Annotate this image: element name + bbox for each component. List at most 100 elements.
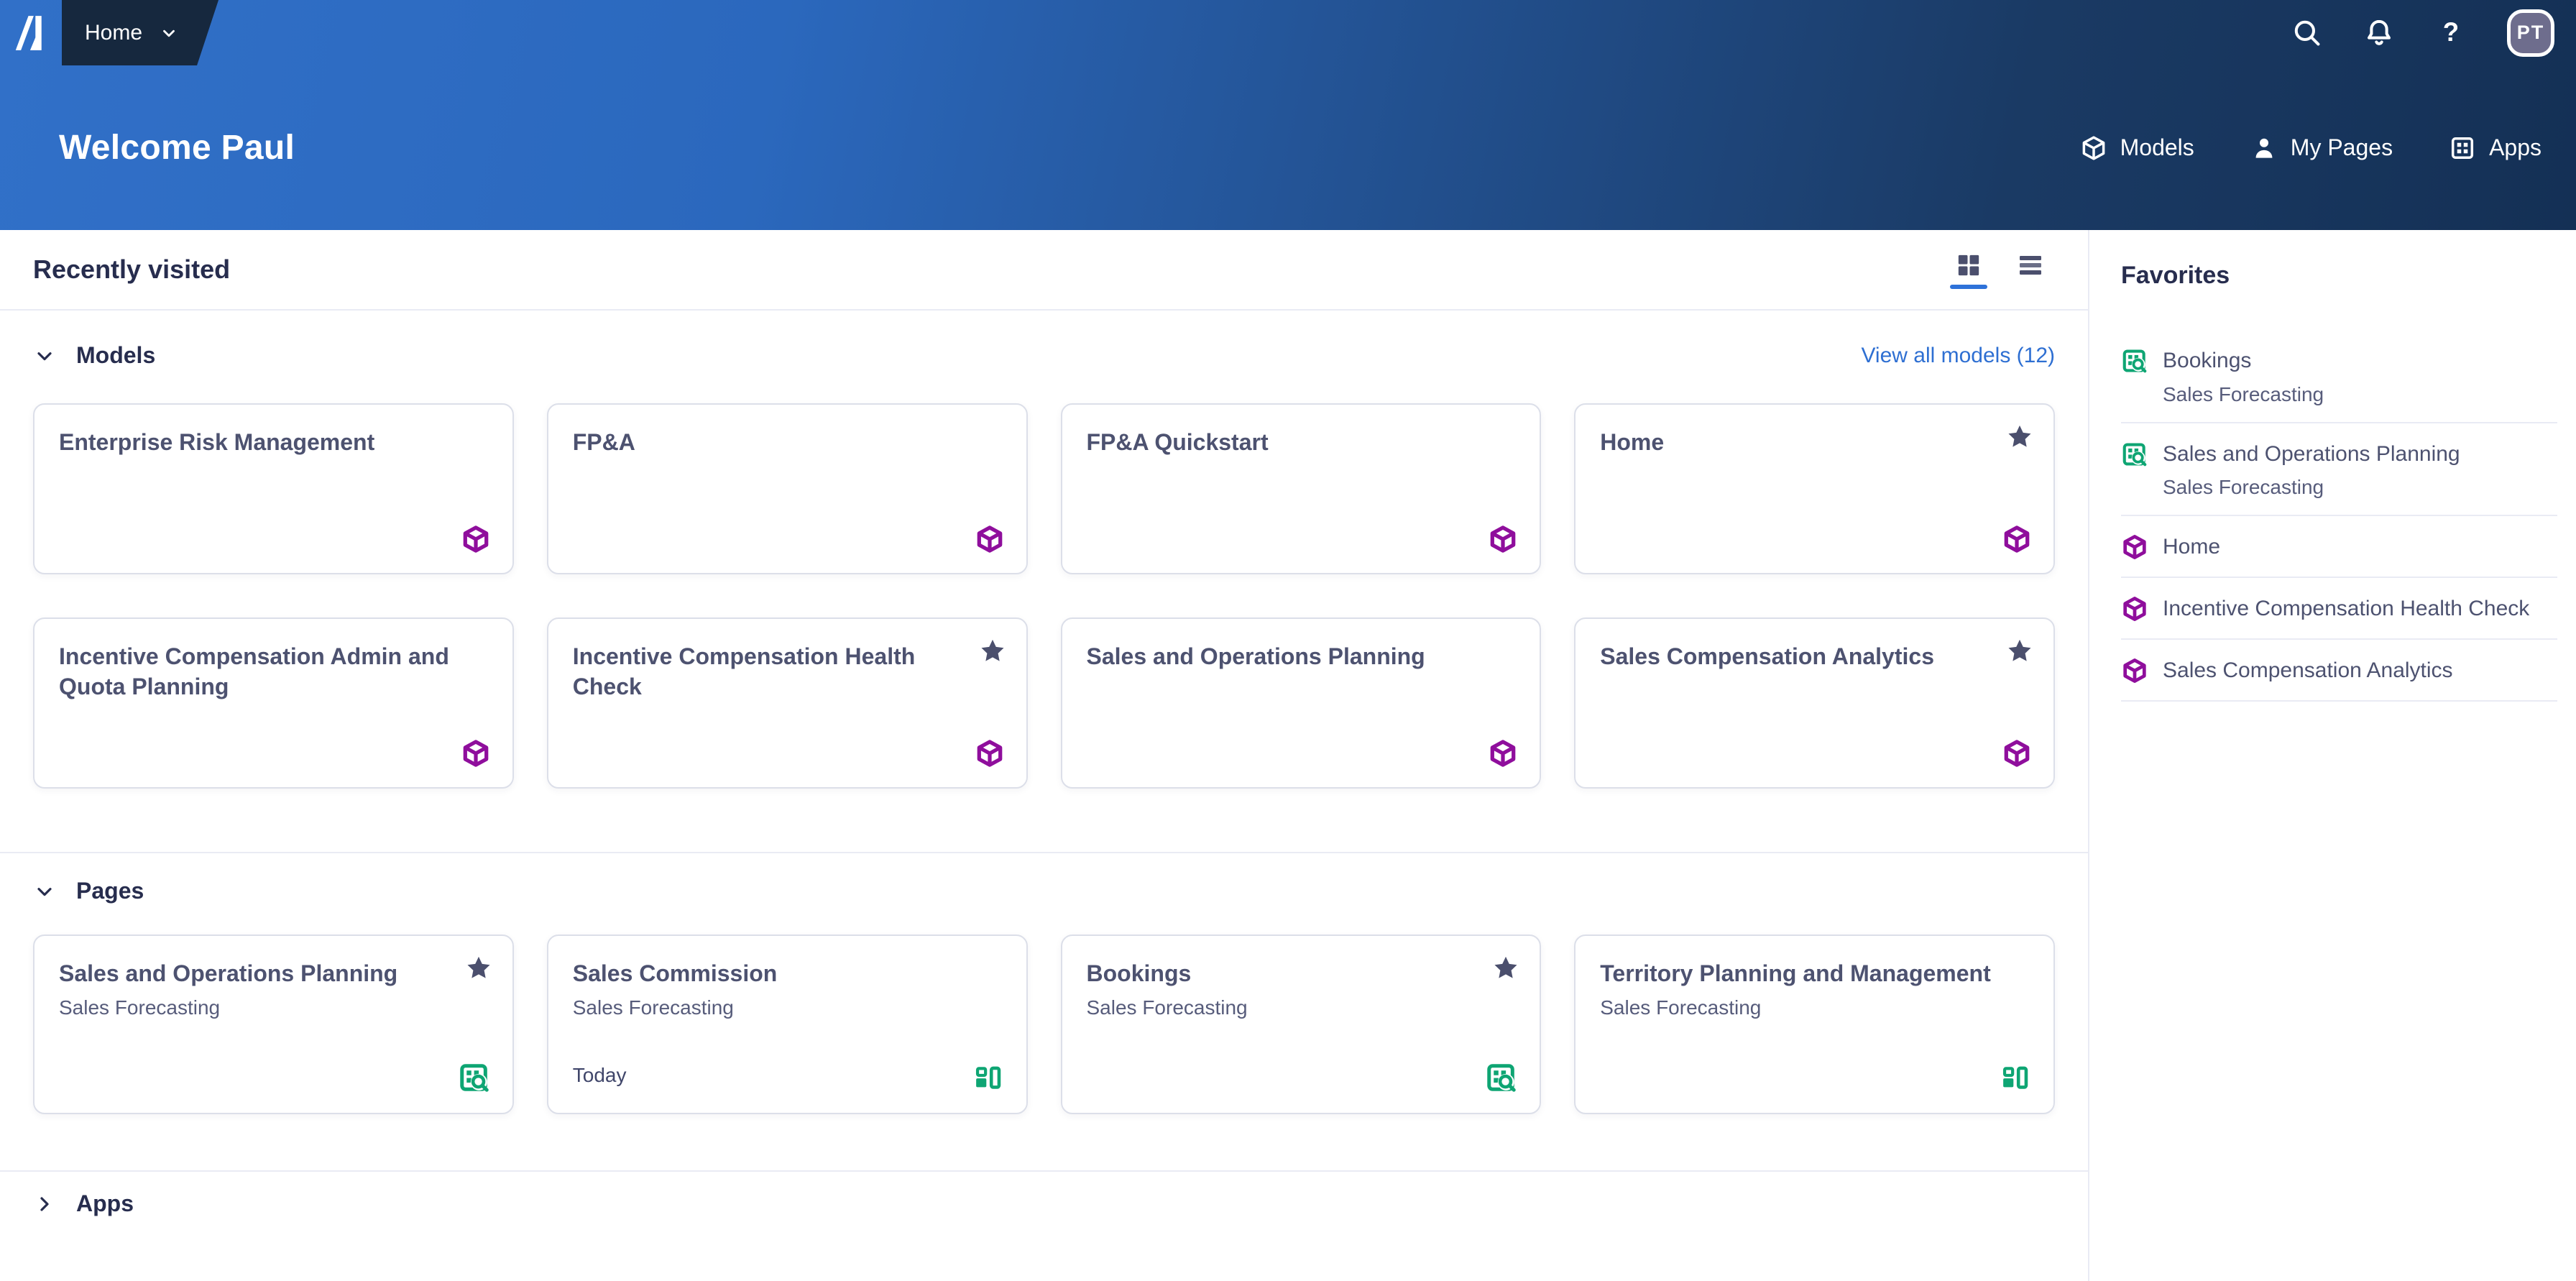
model-card-title: FP&A Quickstart bbox=[1086, 429, 1269, 455]
favorite-item-text: Sales Compensation Analytics bbox=[2163, 657, 2453, 684]
model-card-title: FP&A bbox=[572, 429, 635, 455]
section-divider bbox=[0, 1170, 2088, 1172]
topbar-actions: ? PT bbox=[2291, 9, 2576, 57]
user-avatar[interactable]: PT bbox=[2507, 9, 2554, 57]
expand-chevron-right-icon[interactable] bbox=[33, 1193, 56, 1216]
apps-section-header: Apps bbox=[33, 1190, 2055, 1217]
page-title: Welcome Paul bbox=[59, 129, 295, 167]
model-card[interactable]: FP&A bbox=[546, 403, 1028, 574]
page-card-title: Bookings bbox=[1086, 960, 1192, 986]
nav-item-apps[interactable]: Apps bbox=[2449, 134, 2542, 162]
view-toggles bbox=[1950, 251, 2055, 289]
help-icon[interactable]: ? bbox=[2435, 17, 2467, 49]
apps-section-title: Apps bbox=[76, 1190, 134, 1216]
model-card[interactable]: Enterprise Risk Management bbox=[33, 403, 514, 574]
models-section-title: Models bbox=[76, 342, 156, 368]
favorite-item-title: Incentive Compensation Health Check bbox=[2163, 597, 2530, 620]
page-card[interactable]: Bookings Sales Forecasting bbox=[1060, 935, 1542, 1114]
cube-icon bbox=[2080, 134, 2107, 162]
favorite-item-title: Sales and Operations Planning bbox=[2163, 441, 2460, 466]
favorite-star-icon[interactable] bbox=[465, 955, 492, 982]
workspace-tab-label: Home bbox=[85, 20, 143, 45]
model-card-title: Incentive Compensation Health Check bbox=[572, 643, 916, 699]
favorite-list-item[interactable]: Sales and Operations Planning Sales Forec… bbox=[2121, 423, 2557, 516]
report-search-icon bbox=[2121, 441, 2148, 500]
favorite-star-icon[interactable] bbox=[1492, 955, 1519, 982]
favorite-star-icon[interactable] bbox=[979, 638, 1006, 665]
favorite-item-title: Sales Compensation Analytics bbox=[2163, 658, 2453, 682]
model-cube-icon bbox=[2002, 524, 2032, 554]
section-divider bbox=[0, 852, 2088, 853]
recently-visited-title: Recently visited bbox=[33, 254, 231, 284]
favorite-list-item[interactable]: Sales Compensation Analytics bbox=[2121, 640, 2557, 702]
model-card-title: Sales and Operations Planning bbox=[1086, 643, 1425, 669]
welcome-banner: Welcome Paul Models My Pages Apps bbox=[0, 65, 2576, 230]
favorite-list-item[interactable]: Bookings Sales Forecasting bbox=[2121, 330, 2557, 423]
page-card[interactable]: Sales Commission Sales Forecasting Today bbox=[546, 935, 1028, 1114]
report-search-icon bbox=[1485, 1061, 1518, 1094]
page-card-last-visited: Today bbox=[572, 1064, 627, 1086]
model-card-title: Enterprise Risk Management bbox=[59, 429, 375, 455]
search-icon[interactable] bbox=[2291, 17, 2323, 49]
pages-section-title: Pages bbox=[76, 878, 144, 904]
nav-item-models[interactable]: Models bbox=[2080, 134, 2194, 162]
notifications-bell-icon[interactable] bbox=[2363, 17, 2395, 49]
favorite-item-text: Incentive Compensation Health Check bbox=[2163, 595, 2529, 623]
model-cube-icon bbox=[975, 524, 1005, 554]
favorites-title: Favorites bbox=[2121, 262, 2230, 289]
model-card-title: Home bbox=[1600, 429, 1665, 455]
page-card-app-name: Sales Forecasting bbox=[572, 996, 734, 1019]
pages-grid: Sales and Operations Planning Sales Forec… bbox=[33, 935, 2055, 1114]
page-card-title: Sales Commission bbox=[572, 960, 778, 986]
active-toggle-underline bbox=[1950, 284, 1987, 289]
content: Recently visited Models bbox=[0, 230, 2576, 1281]
model-card[interactable]: Incentive Compensation Health Check bbox=[546, 617, 1028, 789]
model-cube-icon bbox=[2121, 595, 2148, 623]
model-cube-icon bbox=[2121, 657, 2148, 684]
model-card[interactable]: Sales Compensation Analytics bbox=[1574, 617, 2055, 789]
board-icon bbox=[972, 1061, 1005, 1094]
page-card[interactable]: Territory Planning and Management Sales F… bbox=[1574, 935, 2055, 1114]
workspace-tab-home[interactable]: Home bbox=[62, 0, 218, 65]
nav-label: Apps bbox=[2489, 134, 2542, 160]
favorite-list-item[interactable]: Home bbox=[2121, 516, 2557, 578]
models-section-header: Models View all models (12) bbox=[33, 342, 2055, 369]
favorite-star-icon[interactable] bbox=[2006, 423, 2033, 451]
view-all-models-link[interactable]: View all models (12) bbox=[1861, 343, 2055, 367]
favorite-item-subtitle: Sales Forecasting bbox=[2163, 382, 2324, 405]
chevron-down-icon bbox=[160, 24, 178, 42]
list-view-icon bbox=[2016, 251, 2045, 280]
model-cube-icon bbox=[461, 738, 491, 768]
model-card[interactable]: Incentive Compensation Admin and Quota P… bbox=[33, 617, 514, 789]
main-panel: Recently visited Models bbox=[0, 230, 2088, 1281]
model-cube-icon bbox=[2121, 533, 2148, 561]
recently-visited-header: Recently visited bbox=[0, 230, 2088, 311]
nav-label: My Pages bbox=[2290, 134, 2393, 160]
grid-view-toggle[interactable] bbox=[1950, 251, 1987, 289]
banner-nav: Models My Pages Apps bbox=[2080, 134, 2542, 162]
model-card-title: Sales Compensation Analytics bbox=[1600, 643, 1934, 669]
favorite-star-icon[interactable] bbox=[2006, 638, 2033, 665]
model-card[interactable]: FP&A Quickstart bbox=[1060, 403, 1542, 574]
model-card[interactable]: Home bbox=[1574, 403, 2055, 574]
anaplan-logo-icon[interactable] bbox=[0, 12, 62, 54]
model-cube-icon bbox=[1488, 524, 1518, 554]
nav-item-my-pages[interactable]: My Pages bbox=[2250, 134, 2393, 162]
list-view-toggle[interactable] bbox=[2016, 251, 2045, 280]
report-search-icon bbox=[2121, 347, 2148, 406]
svg-text:?: ? bbox=[2443, 17, 2459, 47]
grid-view-icon bbox=[1954, 251, 1983, 280]
model-cube-icon bbox=[1488, 738, 1518, 768]
board-icon bbox=[1999, 1061, 2032, 1094]
favorite-item-text: Bookings Sales Forecasting bbox=[2163, 347, 2324, 406]
page-card-app-name: Sales Forecasting bbox=[1086, 996, 1248, 1019]
collapse-chevron-down-icon[interactable] bbox=[33, 344, 56, 367]
avatar-initials: PT bbox=[2516, 22, 2545, 43]
favorite-list-item[interactable]: Incentive Compensation Health Check bbox=[2121, 578, 2557, 640]
page-card[interactable]: Sales and Operations Planning Sales Forec… bbox=[33, 935, 514, 1114]
model-card[interactable]: Sales and Operations Planning bbox=[1060, 617, 1542, 789]
favorites-sidebar: Favorites Bookings Sales Forecasting Sales… bbox=[2088, 230, 2576, 1281]
favorite-item-title: Home bbox=[2163, 535, 2221, 559]
collapse-chevron-down-icon[interactable] bbox=[33, 880, 56, 903]
favorites-list: Bookings Sales Forecasting Sales and Opera… bbox=[2121, 330, 2557, 702]
